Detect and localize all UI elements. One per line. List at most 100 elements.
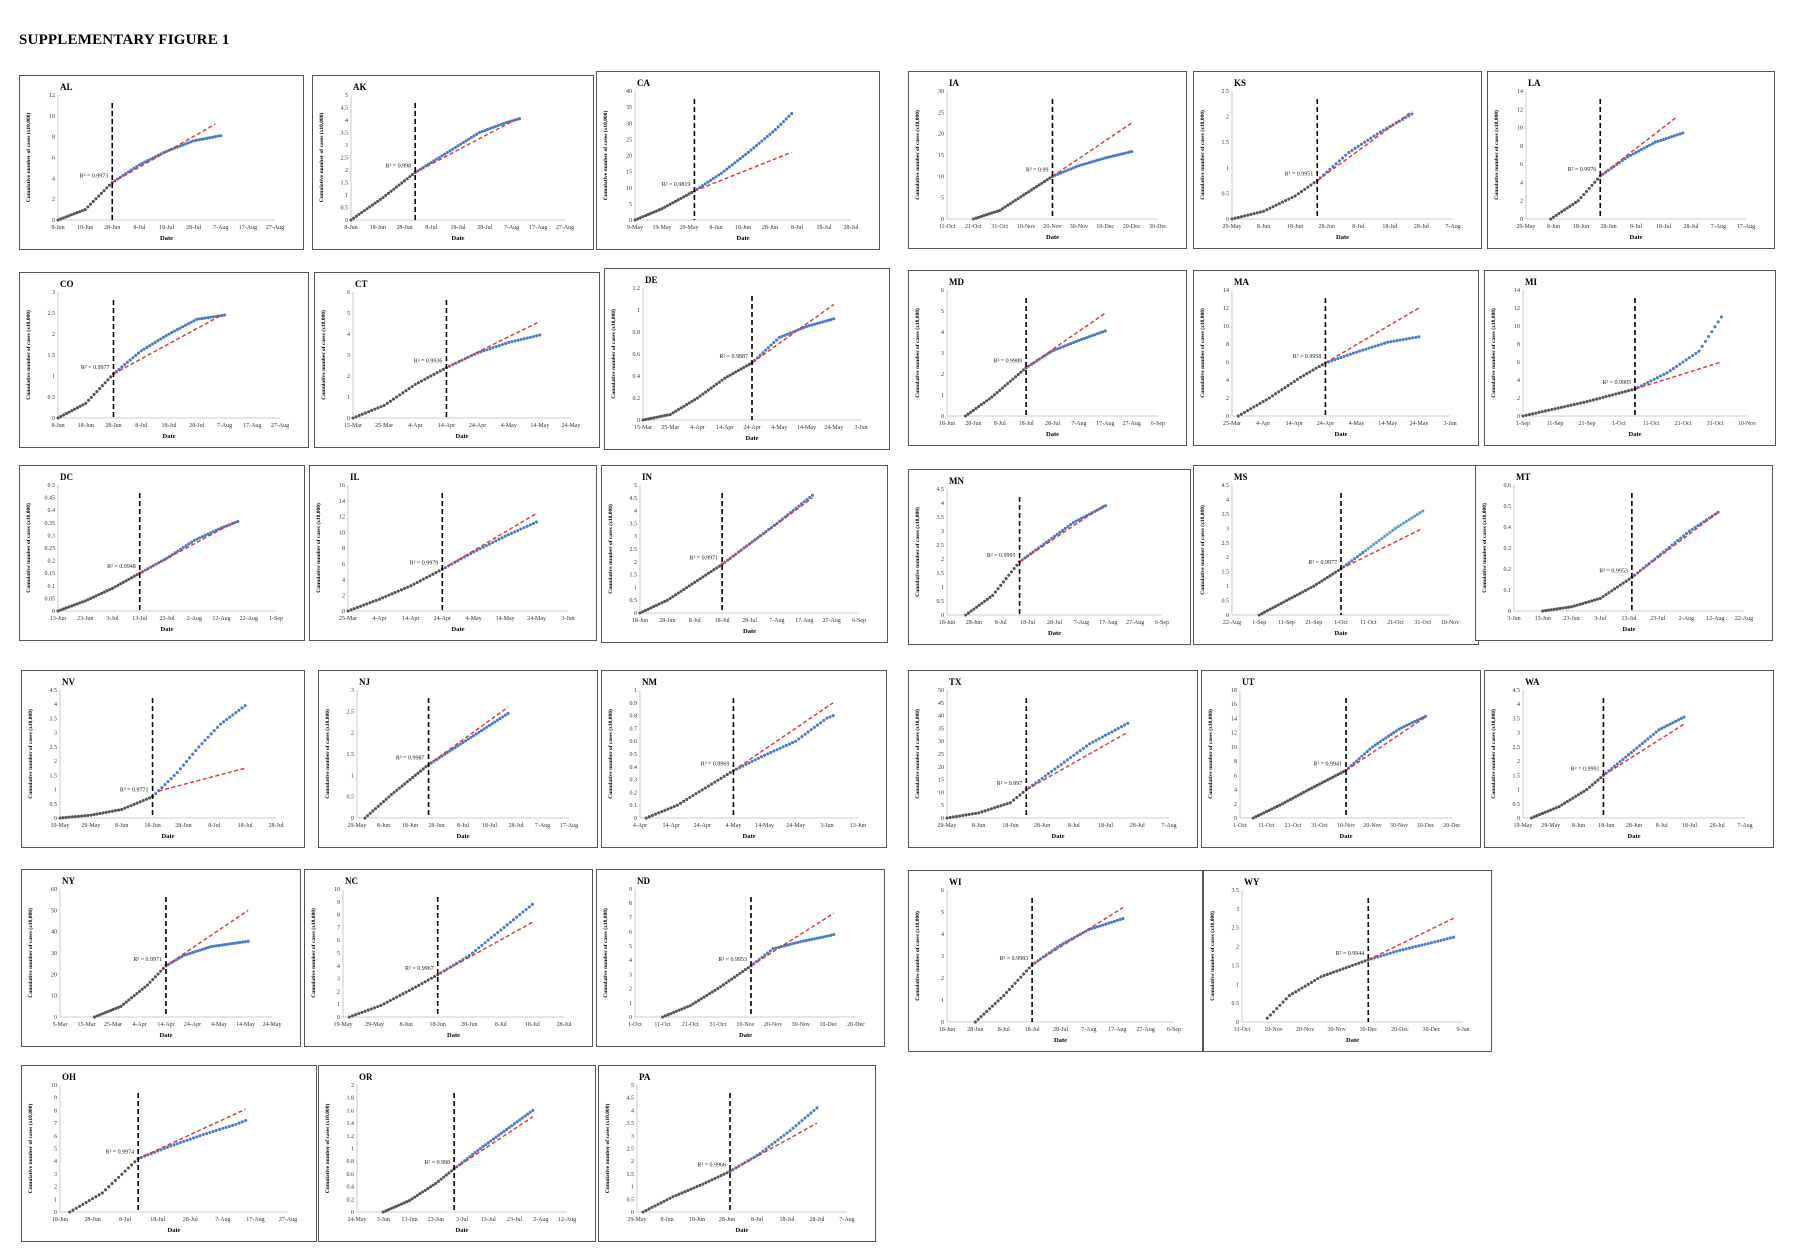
data-point: [1112, 919, 1116, 923]
data-point: [1566, 404, 1570, 408]
data-point: [214, 944, 218, 948]
data-point: [94, 197, 98, 201]
x-tick-label: 21-Oct: [1285, 823, 1302, 829]
y-tick-label: 0.3: [48, 533, 56, 539]
x-tick-label: 29-May: [1541, 823, 1560, 829]
data-point: [1048, 176, 1052, 180]
data-point: [804, 324, 809, 329]
y-tick-label: 4: [941, 330, 944, 336]
data-point: [515, 915, 519, 919]
y-tick-label: 1.5: [341, 181, 349, 187]
data-point: [701, 575, 705, 579]
data-point: [532, 334, 536, 339]
x-axis-title: Date: [736, 1227, 749, 1234]
data-point: [1040, 181, 1044, 185]
data-point: [84, 401, 88, 405]
data-point: [419, 769, 423, 773]
data-point: [987, 212, 991, 216]
data-point: [688, 1004, 692, 1008]
data-point: [1283, 800, 1287, 804]
data-point: [103, 1011, 107, 1015]
data-point: [1302, 373, 1306, 378]
data-point: [385, 401, 389, 405]
y-tick-label: 0: [52, 609, 55, 615]
data-point: [696, 998, 701, 1003]
data-point: [378, 197, 382, 201]
y-tick-label: 12: [339, 515, 345, 521]
y-tick-label: 6: [629, 930, 632, 936]
y-axis-title: Cumulative number of cases (x10,000): [607, 709, 614, 799]
chart-panel-ak: AK 0 0.5 1 1.5 2 2.5 3 3.5 4 4.5 5 8-Jun 18-Jun 28-Jun…: [312, 75, 594, 250]
x-tick-label: 11-Sep: [1547, 421, 1564, 427]
data-point: [116, 1005, 120, 1009]
data-point: [130, 576, 134, 580]
data-point: [373, 1006, 377, 1010]
data-point: [192, 538, 196, 542]
x-tick-label: 8-Jul: [119, 1217, 131, 1223]
y-tick-label: 5: [941, 803, 944, 809]
data-point: [67, 410, 71, 414]
x-tick-label: 28-Jun: [1034, 823, 1050, 829]
x-tick-label: 27-Aug: [279, 1217, 297, 1223]
y-tick-label: 6: [52, 156, 55, 162]
data-point: [706, 180, 710, 184]
data-point: [686, 1188, 690, 1192]
data-point: [408, 778, 412, 782]
data-point: [1123, 723, 1127, 727]
x-tick-label: 18-Jun: [52, 1217, 68, 1223]
data-point: [70, 213, 74, 217]
data-point: [95, 812, 99, 816]
data-point: [1358, 349, 1362, 353]
data-point: [424, 765, 428, 769]
y-axis-title: Cumulative number of cases (x10,000): [604, 1104, 611, 1194]
x-tick-label: 18-Jul: [525, 1022, 540, 1028]
y-tick-label: 1: [347, 395, 350, 401]
data-point: [1417, 944, 1421, 948]
y-tick-label: 0: [634, 816, 637, 822]
data-point: [1301, 590, 1305, 594]
x-axis-title: Date: [457, 833, 470, 840]
data-point: [646, 417, 650, 421]
x-axis-title: Date: [743, 628, 756, 635]
x-tick-label: 14-May: [530, 423, 549, 429]
y-tick-label: 3: [631, 1134, 634, 1140]
data-point: [1062, 760, 1066, 764]
data-point: [1610, 589, 1614, 593]
y-axis-title: Cumulative number of cases (x10,000): [310, 908, 317, 998]
data-point: [1121, 917, 1125, 921]
data-point: [531, 521, 535, 525]
data-point: [679, 589, 683, 593]
data-point: [1277, 390, 1281, 394]
data-point: [971, 217, 975, 221]
data-point: [1615, 762, 1619, 766]
data-point: [1535, 814, 1539, 818]
x-tick-label: 27-Aug: [1126, 620, 1144, 626]
data-point: [185, 952, 189, 956]
data-point: [767, 1145, 771, 1149]
data-point: [456, 744, 460, 748]
data-point: [1278, 803, 1282, 807]
data-point: [194, 748, 198, 753]
data-point: [191, 752, 195, 756]
data-point: [194, 138, 198, 142]
data-point: [80, 209, 84, 213]
chart-panel-co: CO 0 0.5 1 1.5 2 2.5 3 8-Jun 18-Jun 28-Jun 8-Jul 18-…: [19, 272, 309, 448]
x-tick-label: 28-Jun: [1319, 224, 1335, 230]
x-tick-label: 18-Jun: [1598, 823, 1614, 829]
data-point: [638, 216, 642, 220]
y-tick-label: 14: [1223, 288, 1229, 294]
data-point: [488, 126, 492, 131]
data-point: [815, 321, 819, 325]
data-point: [800, 735, 804, 739]
data-point: [94, 594, 98, 598]
data-point: [1338, 968, 1342, 972]
y-tick-label: 4: [1226, 497, 1229, 503]
data-point: [1433, 940, 1437, 944]
data-point: [666, 1013, 670, 1017]
data-point: [668, 412, 672, 417]
data-point: [478, 1146, 482, 1151]
data-point: [1413, 719, 1417, 723]
data-point: [757, 957, 761, 961]
data-point: [1298, 591, 1302, 595]
data-point: [222, 313, 227, 317]
